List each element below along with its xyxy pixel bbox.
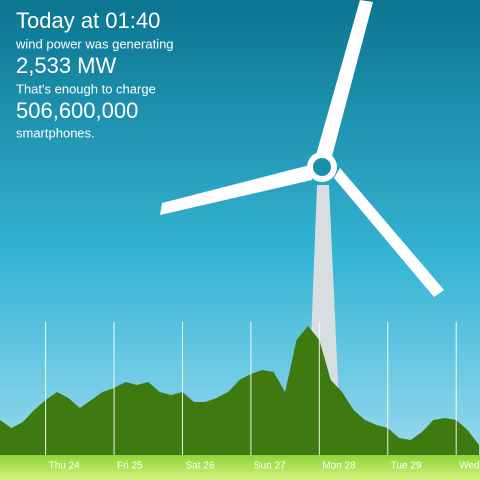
x-tick-label: Sat 26 — [185, 461, 214, 472]
blade — [334, 168, 444, 297]
x-tick-label: Wed — [459, 461, 479, 472]
x-tick-label: Sun 27 — [254, 461, 286, 472]
ground — [0, 455, 480, 480]
caption: smartphones. — [16, 125, 95, 140]
caption: wind power was generating — [15, 36, 174, 51]
x-tick-label: Thu 24 — [49, 461, 81, 472]
caption: That's enough to charge — [16, 81, 156, 96]
count: 506,600,000 — [16, 98, 138, 123]
header: Today at 01:40 wind power was generating… — [15, 8, 174, 141]
chart: Thu 24 Fri 25 Sat 26 Sun 27 Mon 28 Tue 29 Wed — [0, 322, 480, 480]
power: 2,533 MW — [16, 53, 116, 78]
x-tick-label: Mon 28 — [322, 461, 356, 472]
x-tick-label: Fri 25 — [117, 461, 143, 472]
hub-center — [313, 158, 331, 176]
blade — [316, 0, 373, 160]
x-tick-label: Tue 29 — [391, 461, 422, 472]
blade — [160, 165, 312, 215]
area — [0, 326, 479, 470]
title: Today at 01:40 — [16, 8, 160, 33]
